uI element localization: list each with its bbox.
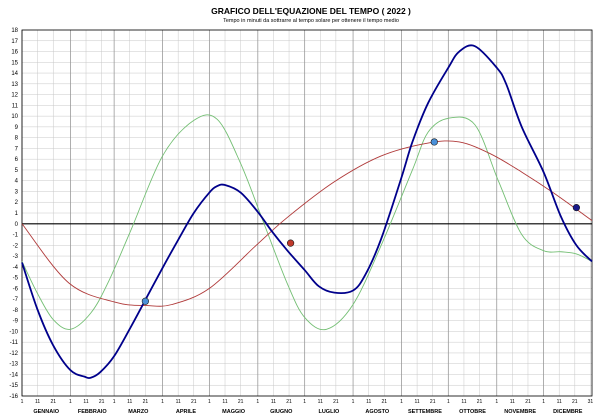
month-label: MARZO	[128, 409, 149, 415]
y-tick-label: -1	[13, 233, 19, 239]
y-tick-label: -11	[10, 340, 19, 346]
y-tick-label: 8	[15, 136, 19, 142]
month-label: LUGLIO	[318, 409, 339, 415]
y-tick-label: 9	[15, 125, 19, 131]
month-label: FEBBRAIO	[78, 409, 107, 415]
month-label: GIUGNO	[270, 409, 293, 415]
month-label: GENNAIO	[33, 409, 59, 415]
marker-layer	[141, 138, 580, 305]
y-tick-label: 15	[11, 60, 18, 66]
y-tick-label: 16	[11, 50, 18, 56]
x-tick-label: 21	[430, 399, 436, 405]
x-tick-label: 21	[191, 399, 197, 405]
x-tick-label: 21	[143, 399, 149, 405]
x-tick-label: 1	[208, 399, 211, 405]
y-tick-label: -4	[13, 265, 19, 271]
y-tick-label: 12	[11, 93, 18, 99]
grid-layer	[21, 29, 592, 397]
x-tick-label: 11	[176, 399, 181, 405]
x-tick-label: 1	[69, 399, 72, 405]
y-tick-label: 17	[11, 39, 18, 45]
x-tick-label: 11	[127, 399, 132, 405]
x-tick-label: 21	[50, 399, 56, 405]
y-tick-label: -7	[13, 297, 19, 303]
x-tick-label: 1	[161, 399, 164, 405]
y-tick-label: 1	[15, 211, 19, 217]
x-tick-label: 11	[366, 399, 371, 405]
x-tick-label: 11	[35, 399, 40, 405]
x-tick-label: 21	[525, 399, 531, 405]
y-tick-label: -16	[9, 394, 18, 400]
y-tick-label: -2	[13, 243, 19, 249]
x-tick-label: 11	[414, 399, 419, 405]
y-tick-label: -15	[9, 383, 18, 389]
y-tick-label: 6	[15, 157, 19, 163]
month-label: AGOSTO	[365, 409, 389, 415]
month-label: SETTEMBRE	[408, 409, 442, 415]
x-tick-label: 1	[113, 399, 116, 405]
y-tick-label: -10	[9, 329, 18, 335]
x-tick-label: 21	[572, 399, 578, 405]
x-tick-label: 1	[495, 399, 498, 405]
x-tick-label: 11	[83, 399, 88, 405]
plot-frame	[21, 29, 593, 397]
x-tick-label: 1	[352, 399, 355, 405]
y-tick-label: -8	[13, 308, 19, 314]
x-tick-label: 11	[271, 399, 276, 405]
x-tick-label: 21	[477, 399, 483, 405]
x-tick-label: 1	[256, 399, 259, 405]
x-tick-label: 11	[510, 399, 515, 405]
month-label: APRILE	[176, 409, 197, 415]
y-tick-label: 14	[11, 71, 18, 77]
series-line-3	[21, 140, 593, 307]
x-tick-label: 1	[21, 399, 24, 405]
month-label: MAGGIO	[222, 409, 246, 415]
month-label: OTTOBRE	[459, 409, 486, 415]
data-marker	[430, 138, 438, 146]
y-tick-label: 11	[12, 103, 19, 109]
data-marker	[141, 297, 149, 305]
y-tick-label: 5	[15, 168, 19, 174]
y-tick-label: -13	[9, 362, 18, 368]
series-line-2	[21, 114, 593, 331]
series-layer	[21, 44, 593, 379]
y-tick-label: 3	[15, 189, 19, 195]
y-tick-label: -9	[13, 319, 19, 325]
y-tick-label: -6	[13, 286, 19, 292]
x-tick-label: 1	[447, 399, 450, 405]
y-tick-label: -12	[9, 351, 18, 357]
data-marker	[287, 239, 295, 247]
x-tick-label: 21	[286, 399, 292, 405]
y-tick-label: 2	[15, 200, 19, 206]
x-tick-label: 11	[461, 399, 466, 405]
x-tick-label: 1	[303, 399, 306, 405]
x-tick-label: 21	[238, 399, 244, 405]
x-tick-label: 21	[99, 399, 105, 405]
data-marker	[572, 204, 580, 212]
y-tick-label: -14	[9, 372, 18, 378]
month-label: NOVEMBRE	[504, 409, 536, 415]
x-tick-label: 21	[382, 399, 388, 405]
chart-title: GRAFICO DELL'EQUAZIONE DEL TEMPO ( 2022 …	[211, 6, 411, 16]
y-tick-label: 10	[11, 114, 18, 120]
y-tick-label: 4	[15, 179, 19, 185]
y-tick-label: 0	[15, 222, 19, 228]
y-tick-label: 7	[15, 146, 19, 152]
x-tick-label: 11	[318, 399, 323, 405]
x-tick-label: 11	[222, 399, 227, 405]
y-tick-label: 18	[11, 28, 18, 34]
x-tick-label: 11	[557, 399, 562, 405]
month-label: DICEMBRE	[553, 409, 583, 415]
axis-layer: 1817161514131211109876543210-1-2-3-4-5-6…	[9, 28, 593, 415]
x-tick-label: 1	[400, 399, 403, 405]
y-tick-label: -5	[13, 276, 19, 282]
series-line-1	[21, 44, 593, 379]
x-tick-label: 21	[333, 399, 339, 405]
x-tick-label: 31	[588, 399, 594, 405]
y-tick-label: -3	[13, 254, 19, 260]
y-tick-label: 13	[11, 82, 18, 88]
chart-subtitle: Tempo in minuti da sottrarre al tempo so…	[223, 18, 399, 24]
x-tick-label: 1	[542, 399, 545, 405]
